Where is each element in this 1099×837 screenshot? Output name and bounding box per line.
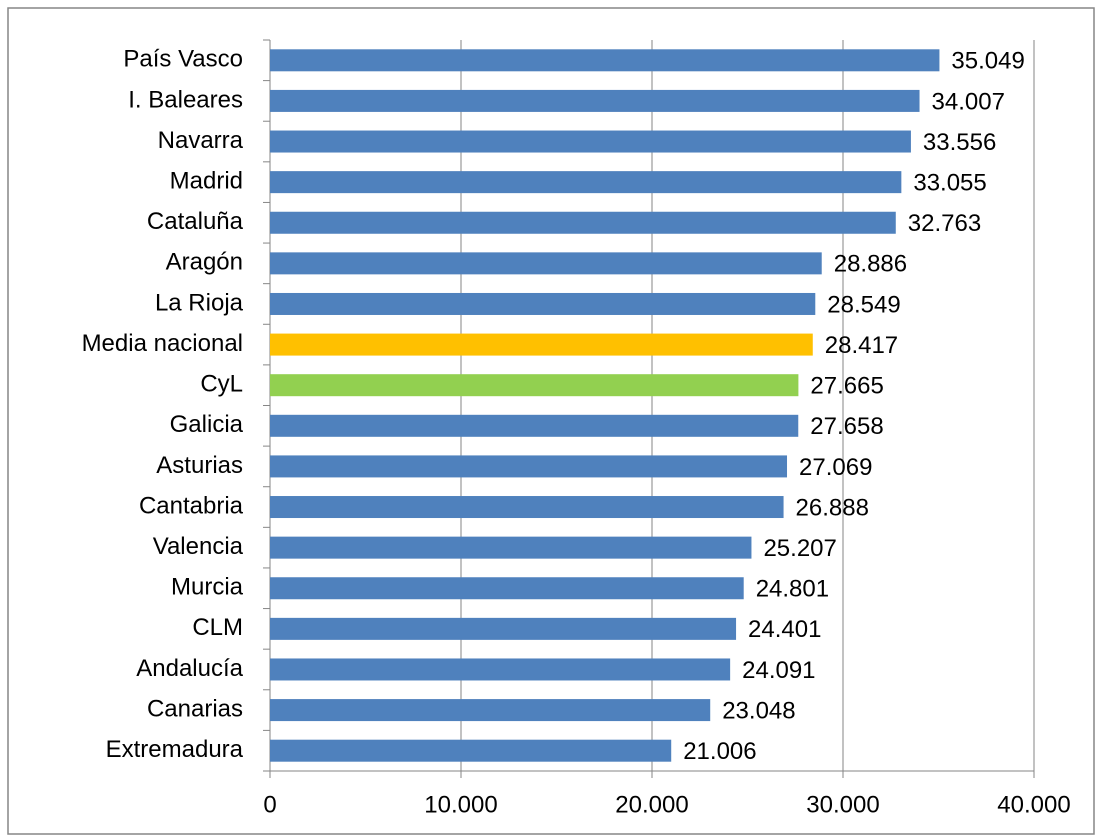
y-tick-label: Navarra bbox=[158, 127, 244, 154]
bar bbox=[270, 130, 911, 153]
bar bbox=[270, 455, 788, 478]
bar bbox=[270, 496, 784, 519]
bar bbox=[270, 414, 799, 437]
y-tick-label: Galicia bbox=[170, 411, 244, 438]
bar bbox=[270, 374, 799, 397]
bar bbox=[270, 252, 822, 275]
bar bbox=[270, 292, 816, 315]
bar bbox=[270, 536, 752, 559]
data-label: 27.069 bbox=[799, 454, 872, 481]
x-tick-label: 20.000 bbox=[615, 791, 688, 818]
y-tick-label: Cataluña bbox=[147, 208, 244, 235]
data-label: 28.417 bbox=[825, 332, 898, 359]
y-tick-label: La Rioja bbox=[155, 289, 244, 316]
y-tick-label: CLM bbox=[192, 614, 243, 641]
data-label: 23.048 bbox=[722, 697, 795, 724]
y-tick-label: Madrid bbox=[170, 167, 243, 194]
data-label: 21.006 bbox=[683, 738, 756, 765]
x-tick-label: 40.000 bbox=[997, 791, 1070, 818]
bar bbox=[270, 49, 940, 72]
data-label: 33.055 bbox=[913, 169, 986, 196]
y-tick-label: Murcia bbox=[171, 574, 244, 601]
x-tick-label: 0 bbox=[263, 791, 276, 818]
bar bbox=[270, 617, 737, 640]
bar bbox=[270, 211, 896, 234]
data-label: 27.665 bbox=[810, 373, 883, 400]
data-label: 25.207 bbox=[763, 535, 836, 562]
y-tick-label: País Vasco bbox=[123, 46, 243, 73]
data-label: 28.886 bbox=[834, 251, 907, 278]
y-tick-label: Extremadura bbox=[106, 736, 244, 763]
data-label: 24.091 bbox=[742, 657, 815, 684]
y-tick-label: Valencia bbox=[153, 533, 244, 560]
y-tick-label: I. Baleares bbox=[128, 86, 243, 113]
y-tick-label: Cantabria bbox=[139, 492, 244, 519]
bar bbox=[270, 658, 731, 681]
y-tick-label: Andalucía bbox=[136, 655, 243, 682]
bar bbox=[270, 739, 672, 762]
y-tick-label: Asturias bbox=[156, 452, 243, 479]
data-label: 24.401 bbox=[748, 616, 821, 643]
y-tick-label: Aragón bbox=[166, 249, 243, 276]
data-label: 24.801 bbox=[756, 576, 829, 603]
data-label: 27.658 bbox=[810, 413, 883, 440]
y-tick-label: Canarias bbox=[147, 695, 243, 722]
data-label: 26.888 bbox=[796, 494, 869, 521]
bar bbox=[270, 577, 744, 600]
x-tick-label: 30.000 bbox=[806, 791, 879, 818]
data-label: 35.049 bbox=[951, 48, 1024, 75]
y-tick-label: CyL bbox=[200, 371, 243, 398]
bar bbox=[270, 333, 813, 356]
data-label: 34.007 bbox=[932, 88, 1005, 115]
bar bbox=[270, 89, 920, 112]
x-tick-label: 10.000 bbox=[424, 791, 497, 818]
bar bbox=[270, 699, 711, 722]
data-label: 33.556 bbox=[923, 129, 996, 156]
data-label: 28.549 bbox=[827, 291, 900, 318]
data-label: 32.763 bbox=[908, 210, 981, 237]
bar bbox=[270, 171, 902, 194]
y-tick-label: Media nacional bbox=[82, 330, 243, 357]
